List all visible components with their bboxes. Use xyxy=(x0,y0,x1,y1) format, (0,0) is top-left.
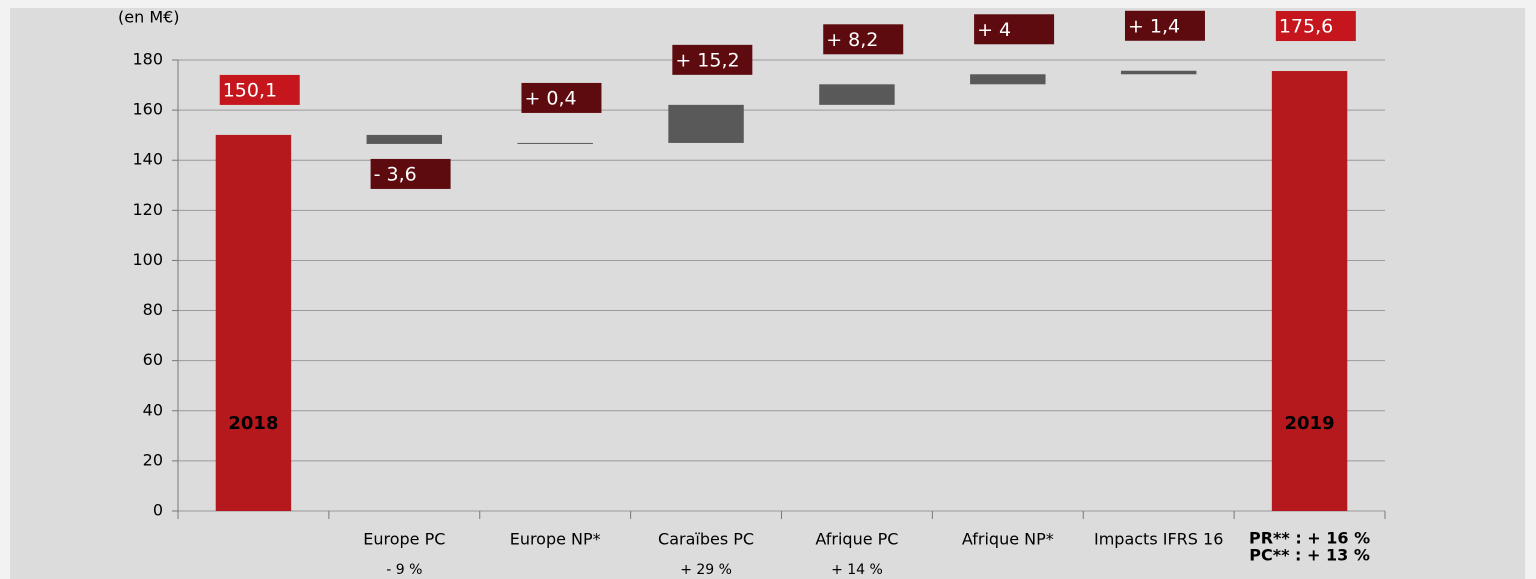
value-label-box xyxy=(823,24,904,55)
value-label: - 3,6 xyxy=(374,163,417,185)
y-tick-label: 0 xyxy=(153,501,163,520)
annotation: PR** : + 16 % xyxy=(1249,529,1370,548)
delta-bar xyxy=(668,104,744,143)
category-label: Afrique PC xyxy=(815,530,898,549)
unit-label: (en M€) xyxy=(118,8,180,27)
annotation: PC** : + 13 % xyxy=(1249,546,1370,565)
category-label: Europe PC xyxy=(363,530,445,549)
category-label: 2018 xyxy=(228,413,278,434)
delta-bar xyxy=(517,142,593,144)
category-label: Afrique NP* xyxy=(962,530,1054,549)
y-tick-label: 160 xyxy=(132,100,163,119)
value-label-box xyxy=(219,74,300,105)
value-label: + 15,2 xyxy=(675,49,739,71)
value-label-box xyxy=(1124,10,1205,41)
category-label: Caraïbes PC xyxy=(658,530,754,549)
y-tick-label: 180 xyxy=(132,50,163,69)
y-tick-label: 20 xyxy=(143,450,163,469)
delta-bar xyxy=(366,134,443,144)
category-label: 2019 xyxy=(1285,413,1335,434)
value-label-box xyxy=(370,158,451,189)
category-label: Europe NP* xyxy=(510,530,601,549)
value-label: + 8,2 xyxy=(826,29,878,51)
value-label: + 4 xyxy=(977,19,1011,41)
y-tick-label: 60 xyxy=(143,350,163,369)
total-bar xyxy=(215,134,292,511)
y-tick-label: 140 xyxy=(132,150,163,169)
y-tick-label: 100 xyxy=(132,250,163,269)
value-label-box xyxy=(672,44,753,75)
y-tick-label: 40 xyxy=(143,400,163,419)
value-label: 175,6 xyxy=(1279,16,1333,38)
y-tick-label: 80 xyxy=(143,300,163,319)
value-label-box xyxy=(521,82,602,113)
y-tick-label: 120 xyxy=(132,200,163,219)
growth-label: - 9 % xyxy=(386,562,422,578)
total-bar xyxy=(1271,71,1348,511)
value-label: + 0,4 xyxy=(524,87,576,109)
value-label: + 1,4 xyxy=(1128,15,1180,37)
delta-bar xyxy=(1120,70,1197,75)
growth-label: + 14 % xyxy=(831,562,883,578)
delta-bar xyxy=(819,84,895,105)
value-label-box xyxy=(1275,11,1356,42)
category-label: Impacts IFRS 16 xyxy=(1094,530,1223,549)
value-label: 150,1 xyxy=(223,79,277,101)
growth-label: + 29 % xyxy=(680,562,732,578)
value-label-box xyxy=(974,14,1055,45)
delta-bar xyxy=(970,74,1046,85)
